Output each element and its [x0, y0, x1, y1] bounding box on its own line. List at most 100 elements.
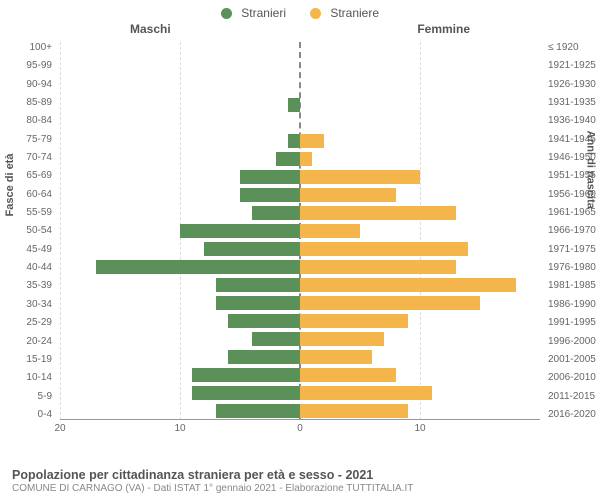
bar-male [204, 242, 300, 256]
bar-row [60, 204, 540, 222]
bar-female [300, 332, 384, 346]
x-tick: 10 [174, 423, 185, 434]
bar-male [228, 350, 300, 364]
bar-row [60, 384, 540, 402]
bar-row [60, 78, 540, 96]
bar-row [60, 276, 540, 294]
column-headers: Maschi Femmine [0, 22, 600, 38]
bar-female [300, 170, 420, 184]
bar-row [60, 186, 540, 204]
legend-swatch-female [310, 8, 321, 19]
bar-row [60, 330, 540, 348]
birth-label: 1936-1940 [548, 115, 596, 126]
y-axis-left-title: Fasce di età [4, 154, 16, 217]
chart-subtitle: COMUNE DI CARNAGO (VA) - Dati ISTAT 1° g… [12, 483, 588, 494]
birth-label: 2011-2015 [548, 391, 596, 402]
age-label: 40-44 [26, 262, 52, 273]
age-label: 70-74 [26, 152, 52, 163]
x-tick: 10 [414, 423, 425, 434]
age-label: 45-49 [26, 244, 52, 255]
legend-item-male: Stranieri [221, 6, 286, 20]
bar-female [300, 314, 408, 328]
birth-label: 1941-1945 [548, 134, 596, 145]
age-label: 80-84 [26, 115, 52, 126]
bar-female [300, 296, 480, 310]
bar-row [60, 132, 540, 150]
header-female: Femmine [417, 22, 470, 36]
x-tick: 20 [54, 423, 65, 434]
legend-label-male: Stranieri [241, 6, 286, 20]
bar-female [300, 188, 396, 202]
bar-female [300, 368, 396, 382]
bar-female [300, 152, 312, 166]
age-label: 90-94 [26, 79, 52, 90]
bar-male [252, 206, 300, 220]
age-label: 55-59 [26, 207, 52, 218]
bars-container [60, 42, 540, 420]
age-label: 95-99 [26, 60, 52, 71]
bar-female [300, 278, 516, 292]
bar-row [60, 312, 540, 330]
age-label: 20-24 [26, 336, 52, 347]
bar-row [60, 348, 540, 366]
bar-male [216, 404, 300, 418]
age-label: 15-19 [26, 354, 52, 365]
bar-row [60, 240, 540, 258]
bar-row [60, 366, 540, 384]
bar-female [300, 206, 456, 220]
age-label: 50-54 [26, 225, 52, 236]
bar-male [240, 170, 300, 184]
bar-male [252, 332, 300, 346]
header-male: Maschi [130, 22, 171, 36]
bar-row [60, 114, 540, 132]
bar-female [300, 386, 432, 400]
birth-label: 1961-1965 [548, 207, 596, 218]
bar-row [60, 294, 540, 312]
age-label: 100+ [26, 42, 52, 53]
birth-label: 1976-1980 [548, 262, 596, 273]
x-axis-ticks: 2010010 [60, 420, 540, 442]
birth-label: 1986-1990 [548, 299, 596, 310]
birth-label: 1981-1985 [548, 280, 596, 291]
birth-label: 1946-1950 [548, 152, 596, 163]
birth-label: 1921-1925 [548, 60, 596, 71]
birth-label: 1971-1975 [548, 244, 596, 255]
birth-label: 1956-1960 [548, 189, 596, 200]
birth-label: 1966-1970 [548, 225, 596, 236]
age-label: 65-69 [26, 170, 52, 181]
age-label: 35-39 [26, 280, 52, 291]
age-label: 25-29 [26, 317, 52, 328]
legend-item-female: Straniere [310, 6, 379, 20]
age-label: 85-89 [26, 97, 52, 108]
legend-label-female: Straniere [330, 6, 379, 20]
bar-male [240, 188, 300, 202]
bar-female [300, 350, 372, 364]
bar-male [288, 98, 300, 112]
bar-male [96, 260, 300, 274]
age-label: 75-79 [26, 134, 52, 145]
plot-area: Fasce di età Anni di nascita 100+95-9990… [60, 42, 540, 442]
bar-male [192, 368, 300, 382]
bar-male [288, 134, 300, 148]
bar-female [300, 134, 324, 148]
birth-label: ≤ 1920 [548, 42, 596, 53]
legend-swatch-male [221, 8, 232, 19]
age-label: 10-14 [26, 372, 52, 383]
bar-row [60, 150, 540, 168]
bar-male [228, 314, 300, 328]
bar-row [60, 402, 540, 420]
age-label: 60-64 [26, 189, 52, 200]
bar-row [60, 42, 540, 60]
birth-label: 1996-2000 [548, 336, 596, 347]
bar-female [300, 404, 408, 418]
bar-male [216, 296, 300, 310]
bar-female [300, 224, 360, 238]
age-label: 30-34 [26, 299, 52, 310]
population-pyramid-chart: Stranieri Straniere Maschi Femmine Fasce… [0, 0, 600, 500]
birth-label: 2001-2005 [548, 354, 596, 365]
bar-row [60, 60, 540, 78]
bar-row [60, 258, 540, 276]
bar-female [300, 242, 468, 256]
x-tick: 0 [297, 423, 303, 434]
legend: Stranieri Straniere [0, 0, 600, 22]
